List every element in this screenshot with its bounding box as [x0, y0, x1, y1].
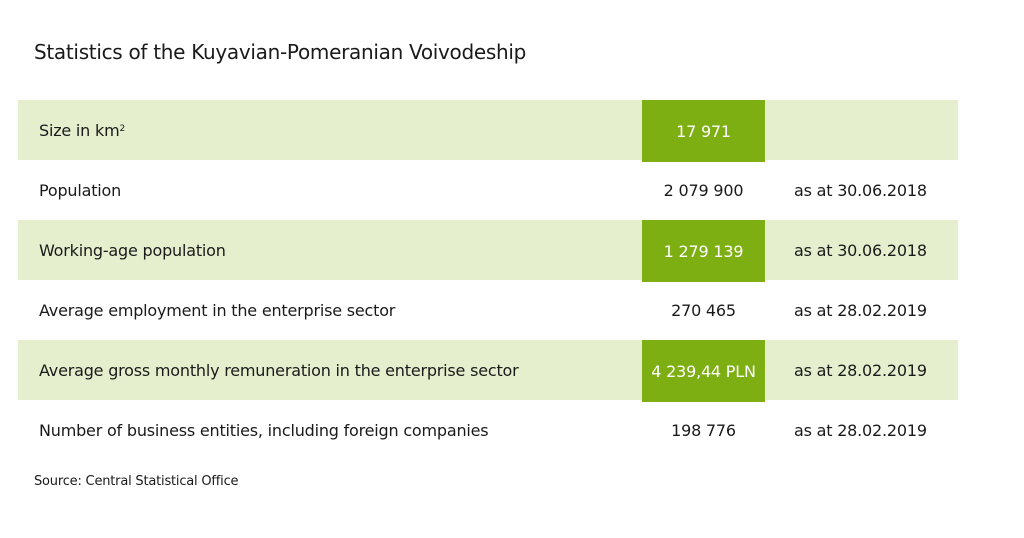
row-date: as at 28.02.2019 [794, 300, 927, 320]
row-label: Average employment in the enterprise sec… [39, 300, 396, 320]
table-row: Average gross monthly remuneration in th… [18, 340, 958, 402]
row-value: 198 776 [671, 420, 736, 440]
table-row: Number of business entities, including f… [18, 400, 958, 460]
row-date: as at 28.02.2019 [794, 360, 927, 380]
table-row: Working-age population 1 279 139 as at 3… [18, 220, 958, 282]
row-label: Working-age population [39, 240, 226, 260]
row-value: 2 079 900 [663, 180, 744, 200]
row-date: as at 30.06.2018 [794, 180, 927, 200]
row-date: as at 30.06.2018 [794, 240, 927, 260]
table-row: Population 2 079 900 as at 30.06.2018 [18, 160, 958, 220]
table-row: Size in km2 17 971 [18, 100, 958, 162]
statistics-table: Size in km2 17 971 Population 2 079 900 … [18, 100, 958, 460]
page-title: Statistics of the Kuyavian-Pomeranian Vo… [34, 40, 527, 64]
row-value: 17 971 [642, 100, 765, 162]
row-date: as at 28.02.2019 [794, 420, 927, 440]
row-label: Number of business entities, including f… [39, 420, 489, 440]
row-value: 4 239,44 PLN [642, 340, 765, 402]
source-note: Source: Central Statistical Office [34, 474, 239, 489]
row-label: Average gross monthly remuneration in th… [39, 360, 519, 380]
table-row: Average employment in the enterprise sec… [18, 280, 958, 340]
superscript-two: 2 [119, 123, 125, 134]
row-label: Population [39, 180, 122, 200]
row-value: 1 279 139 [642, 220, 765, 282]
row-label: Size in km2 [39, 120, 125, 140]
row-value: 270 465 [671, 300, 736, 320]
